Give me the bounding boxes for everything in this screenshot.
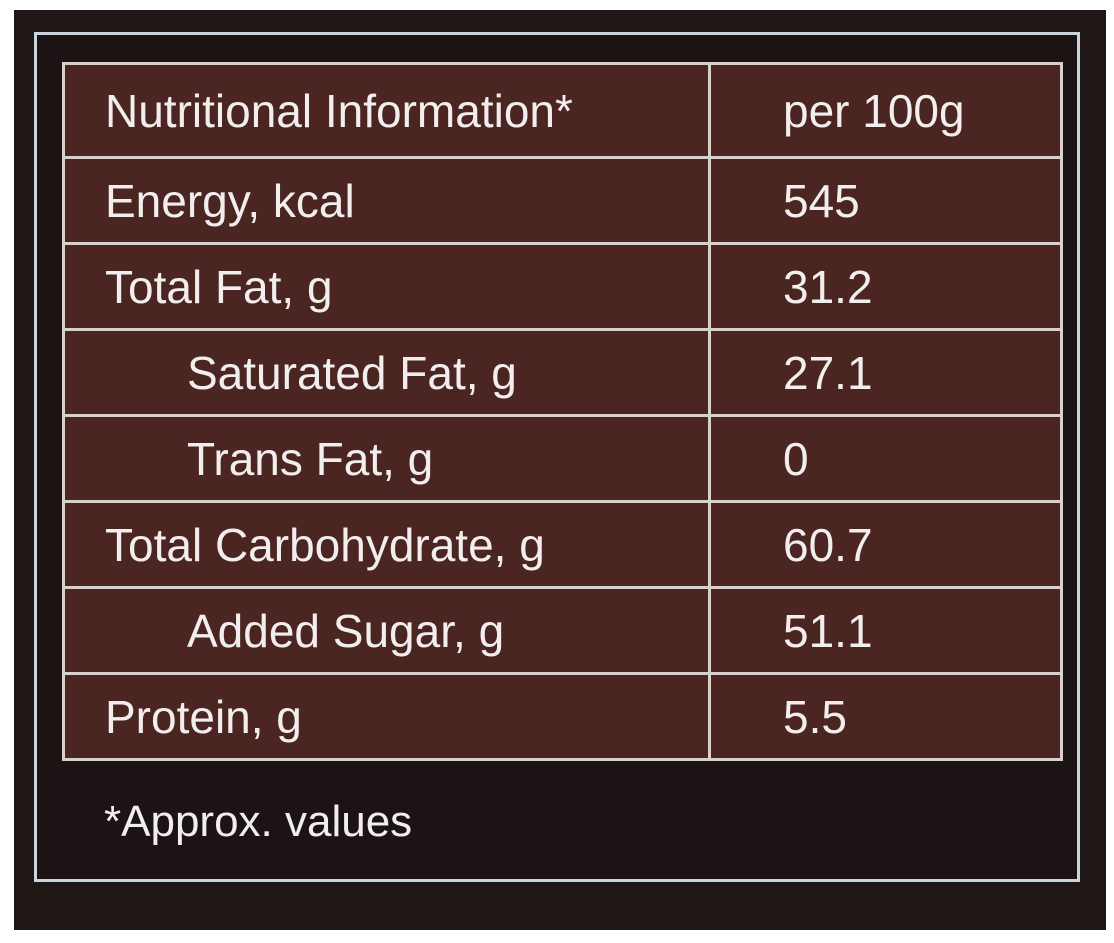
header-label: Nutritional Information* [62,62,711,159]
nutrient-label: Total Fat, g [62,242,711,331]
table-row: Energy, kcal 545 [62,156,1063,245]
nutrient-value: 51.1 [708,586,1063,675]
table-row: Saturated Fat, g 27.1 [62,328,1063,417]
table-row: Total Carbohydrate, g 60.7 [62,500,1063,589]
nutrient-value: 60.7 [708,500,1063,589]
table-row: Protein, g 5.5 [62,672,1063,761]
table-row: Added Sugar, g 51.1 [62,586,1063,675]
table-header-row: Nutritional Information* per 100g [62,62,1063,159]
footnote: *Approx. values [104,797,413,846]
nutrient-label: Protein, g [62,672,711,761]
nutrition-table: Nutritional Information* per 100g Energy… [62,62,1063,761]
table-row: Total Fat, g 31.2 [62,242,1063,331]
nutrient-label: Energy, kcal [62,156,711,245]
nutrient-value: 31.2 [708,242,1063,331]
table-row: Trans Fat, g 0 [62,414,1063,503]
nutrient-value: 5.5 [708,672,1063,761]
header-value: per 100g [708,62,1063,159]
nutrient-value: 0 [708,414,1063,503]
nutrient-label: Trans Fat, g [62,414,711,503]
nutrient-label: Added Sugar, g [62,586,711,675]
nutrient-label: Total Carbohydrate, g [62,500,711,589]
nutrient-label: Saturated Fat, g [62,328,711,417]
nutrient-value: 27.1 [708,328,1063,417]
nutrient-value: 545 [708,156,1063,245]
